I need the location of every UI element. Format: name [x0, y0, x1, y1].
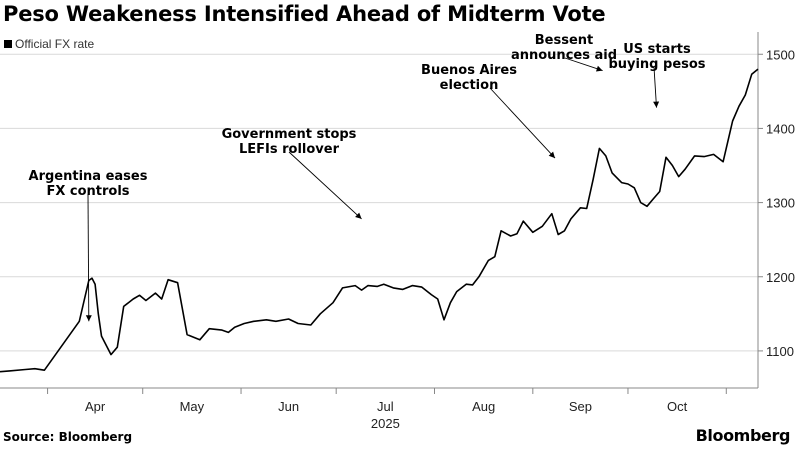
x-tick-label-sep: Sep	[569, 399, 592, 414]
series-line-official-fx-rate	[0, 68, 759, 373]
x-tick-label-aug: Aug	[472, 399, 495, 414]
annotation-3-leader	[489, 87, 556, 159]
annotation-3-arrowhead	[548, 151, 555, 159]
annotation-5-line-2: buying pesos	[608, 57, 705, 72]
x-tick-label-jul: Jul	[377, 399, 394, 414]
annotation-2-line-2: LEFIs rollover	[239, 142, 340, 157]
source-note: Source: Bloomberg	[3, 430, 133, 444]
annotation-5-leader	[653, 66, 657, 108]
annotation-1-line-2: FX controls	[46, 184, 129, 199]
legend: Official FX rate	[4, 37, 94, 51]
annotation-2-line-1: Government stops	[222, 127, 357, 142]
annotation-5-arrowhead	[653, 101, 660, 108]
y-tick-label-1200: 1200	[766, 270, 795, 285]
annotation-1-line-1: Argentina eases	[29, 169, 148, 184]
x-tick-label-oct: Oct	[667, 399, 688, 414]
y-tick-label-1100: 1100	[766, 344, 794, 359]
annotation-4-leader	[564, 57, 603, 71]
y-tick-label-1400: 1400	[766, 121, 795, 136]
annotation-4-line-1: Bessent	[535, 33, 594, 48]
bloomberg-logo: Bloomberg	[695, 426, 791, 445]
annotation-2-arrowhead	[355, 212, 362, 219]
annotation-3-line-2: election	[440, 78, 499, 93]
annotation-4-arrowhead	[596, 65, 603, 72]
chart-title: Peso Weakeness Intensified Ahead of Midt…	[3, 2, 606, 26]
x-year-label: 2025	[371, 416, 400, 431]
y-tick-label-1500: 1500	[766, 47, 795, 62]
annotation-1-arrowhead	[85, 315, 92, 322]
legend-swatch	[4, 40, 12, 48]
annotation-2-leader	[288, 151, 362, 220]
annotation-3-line-1: Buenos Aires	[421, 63, 517, 78]
legend-label: Official FX rate	[15, 37, 95, 51]
annotation-4-line-2: announces aid	[511, 48, 617, 63]
x-tick-label-jun: Jun	[278, 399, 299, 414]
x-tick-label-may: May	[180, 399, 205, 414]
x-tick-label-apr: Apr	[85, 399, 106, 414]
y-tick-label-1300: 1300	[766, 196, 795, 211]
annotation-1-leader	[87, 193, 90, 322]
annotation-5-line-1: US starts	[623, 42, 691, 57]
